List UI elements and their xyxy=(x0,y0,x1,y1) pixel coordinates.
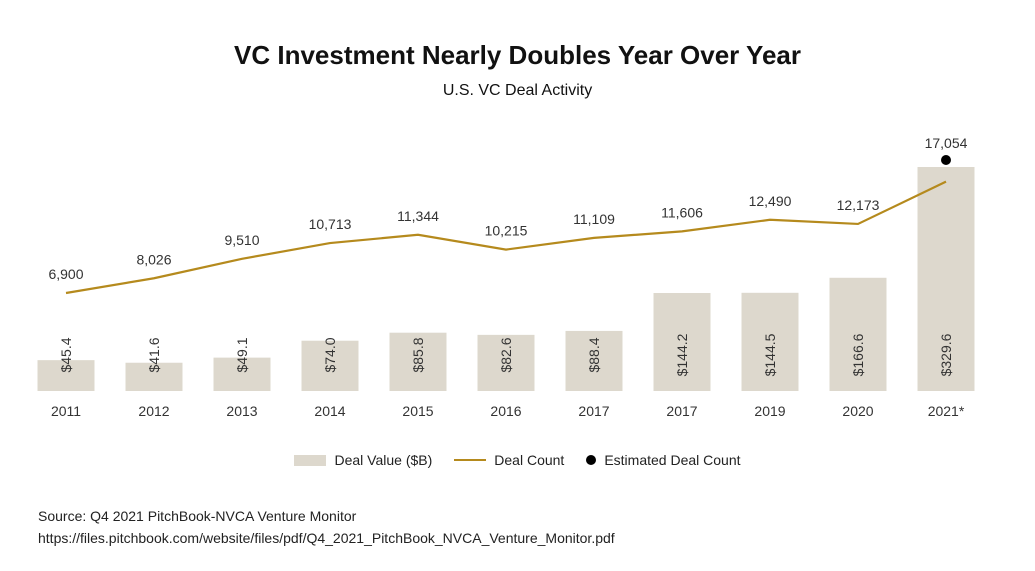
x-tick-label: 2013 xyxy=(226,403,257,419)
deal-count-label: 9,510 xyxy=(224,232,259,248)
deal-count-label: 11,606 xyxy=(661,204,703,220)
estimated-count-label: 17,054 xyxy=(925,135,968,151)
deal-count-label: 11,109 xyxy=(573,211,615,227)
chart-title: VC Investment Nearly Doubles Year Over Y… xyxy=(234,40,801,70)
chart-plot: $45.4 $41.6 $49.1 $74.0 $85.8 $82.6 $88.4 $144.… xyxy=(37,135,975,419)
x-tick-label: 2016 xyxy=(490,403,521,419)
x-tick-label: 2011 xyxy=(51,403,81,419)
x-tick-label: 2015 xyxy=(402,403,433,419)
deal-count-label: 11,344 xyxy=(397,208,439,224)
bar-deal-value xyxy=(477,334,535,391)
x-tick-label: 2012 xyxy=(138,403,169,419)
x-tick-label: 2017 xyxy=(666,403,697,419)
bar-value-label: $166.6 xyxy=(850,333,866,376)
x-tick-label: 2017 xyxy=(578,403,609,419)
legend-item-estimated: Estimated Deal Count xyxy=(586,452,741,468)
source-url: https://files.pitchbook.com/website/file… xyxy=(38,530,615,546)
chart-subtitle: U.S. VC Deal Activity xyxy=(442,82,593,99)
bar-deal-value xyxy=(565,330,623,391)
x-tick-label: 2019 xyxy=(754,403,785,419)
bar-value-label: $45.4 xyxy=(58,337,74,372)
deal-count-label: 10,713 xyxy=(309,216,352,232)
bar-value-label: $329.6 xyxy=(938,333,954,376)
deal-count-label: 8,026 xyxy=(136,251,171,267)
legend-label-estimated: Estimated Deal Count xyxy=(604,452,741,468)
bar-value-label: $41.6 xyxy=(146,337,162,372)
point-estimated-deal-count xyxy=(941,155,951,165)
bar-value-label: $74.0 xyxy=(322,337,338,372)
x-tick-label: 2021* xyxy=(928,403,965,419)
legend-label-deal-count: Deal Count xyxy=(494,452,565,468)
bar-deal-value xyxy=(741,292,799,391)
bar-deal-value xyxy=(829,277,887,391)
bar-value-label: $144.2 xyxy=(674,333,690,376)
bar-deal-value xyxy=(125,362,183,391)
legend-label-deal-value: Deal Value ($B) xyxy=(334,452,433,468)
legend-swatch-dot xyxy=(586,455,597,465)
x-tick-label: 2014 xyxy=(314,403,345,419)
bar-value-label: $144.5 xyxy=(762,333,778,376)
bar-deal-value xyxy=(37,360,95,391)
legend-swatch-bar xyxy=(294,454,327,466)
bar-deal-value xyxy=(653,293,711,391)
legend-item-deal-value: Deal Value ($B) xyxy=(294,452,432,468)
bar-value-label: $88.4 xyxy=(586,337,602,372)
legend-swatch-line xyxy=(454,459,487,461)
chart-legend: Deal Value ($B) Deal Count Estimated Dea… xyxy=(0,452,1035,468)
bar-value-label: $49.1 xyxy=(234,337,250,372)
bar-deal-value xyxy=(213,357,271,391)
deal-count-label: 12,173 xyxy=(837,197,880,213)
bar-deal-value xyxy=(917,167,975,391)
deal-count-label: 12,490 xyxy=(749,193,792,209)
bar-value-label: $85.8 xyxy=(410,337,426,372)
deal-count-label: 10,215 xyxy=(485,223,528,239)
line-deal-count xyxy=(65,180,947,295)
source-note: Source: Q4 2021 PitchBook-NVCA Venture M… xyxy=(38,508,357,524)
bar-deal-value xyxy=(301,340,359,391)
x-tick-label: 2020 xyxy=(842,403,873,419)
legend-item-deal-count: Deal Count xyxy=(454,452,564,468)
bar-value-label: $82.6 xyxy=(498,337,514,372)
deal-count-label: 6,900 xyxy=(48,266,83,282)
bar-deal-value xyxy=(389,332,447,391)
